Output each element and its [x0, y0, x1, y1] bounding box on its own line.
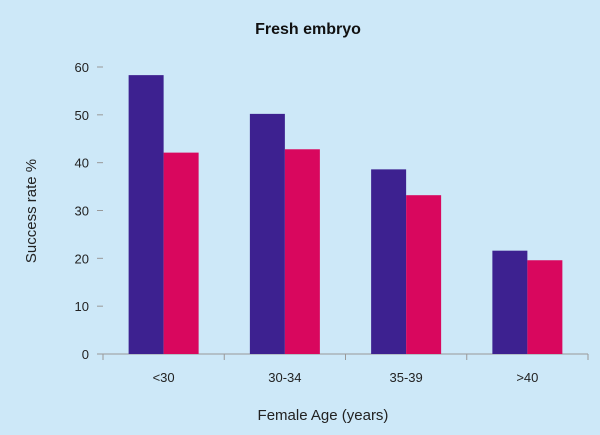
- y-tick-label: 40: [75, 156, 89, 171]
- chart-title: Fresh embryo: [255, 21, 361, 38]
- bar-series-2: [406, 195, 442, 354]
- x-tick-label: <30: [153, 370, 175, 385]
- bar-series-2: [284, 149, 320, 354]
- y-tick-label: 0: [82, 347, 89, 362]
- bar-series-1: [249, 113, 285, 354]
- bar-series-1: [128, 75, 164, 355]
- y-tick-label: 10: [75, 299, 89, 314]
- y-tick-label: 60: [75, 60, 89, 75]
- bar-series-1: [492, 250, 528, 354]
- x-axis-label: Female Age (years): [258, 407, 389, 424]
- bar-series-1: [371, 169, 407, 354]
- x-tick-label: 30-34: [268, 370, 301, 385]
- plot-area: 0 10 20 30 40 50 60 <30 30-34 35-39 >40: [75, 60, 589, 385]
- y-tick-label: 50: [75, 108, 89, 123]
- x-tick-label: >40: [516, 370, 538, 385]
- bar-series-2: [163, 152, 199, 354]
- y-axis-label: Success rate %: [23, 159, 40, 263]
- y-tick-label: 30: [75, 204, 89, 219]
- y-tick-label: 20: [75, 251, 89, 266]
- bar-series-2: [527, 260, 563, 354]
- x-tick-label: 35-39: [390, 370, 423, 385]
